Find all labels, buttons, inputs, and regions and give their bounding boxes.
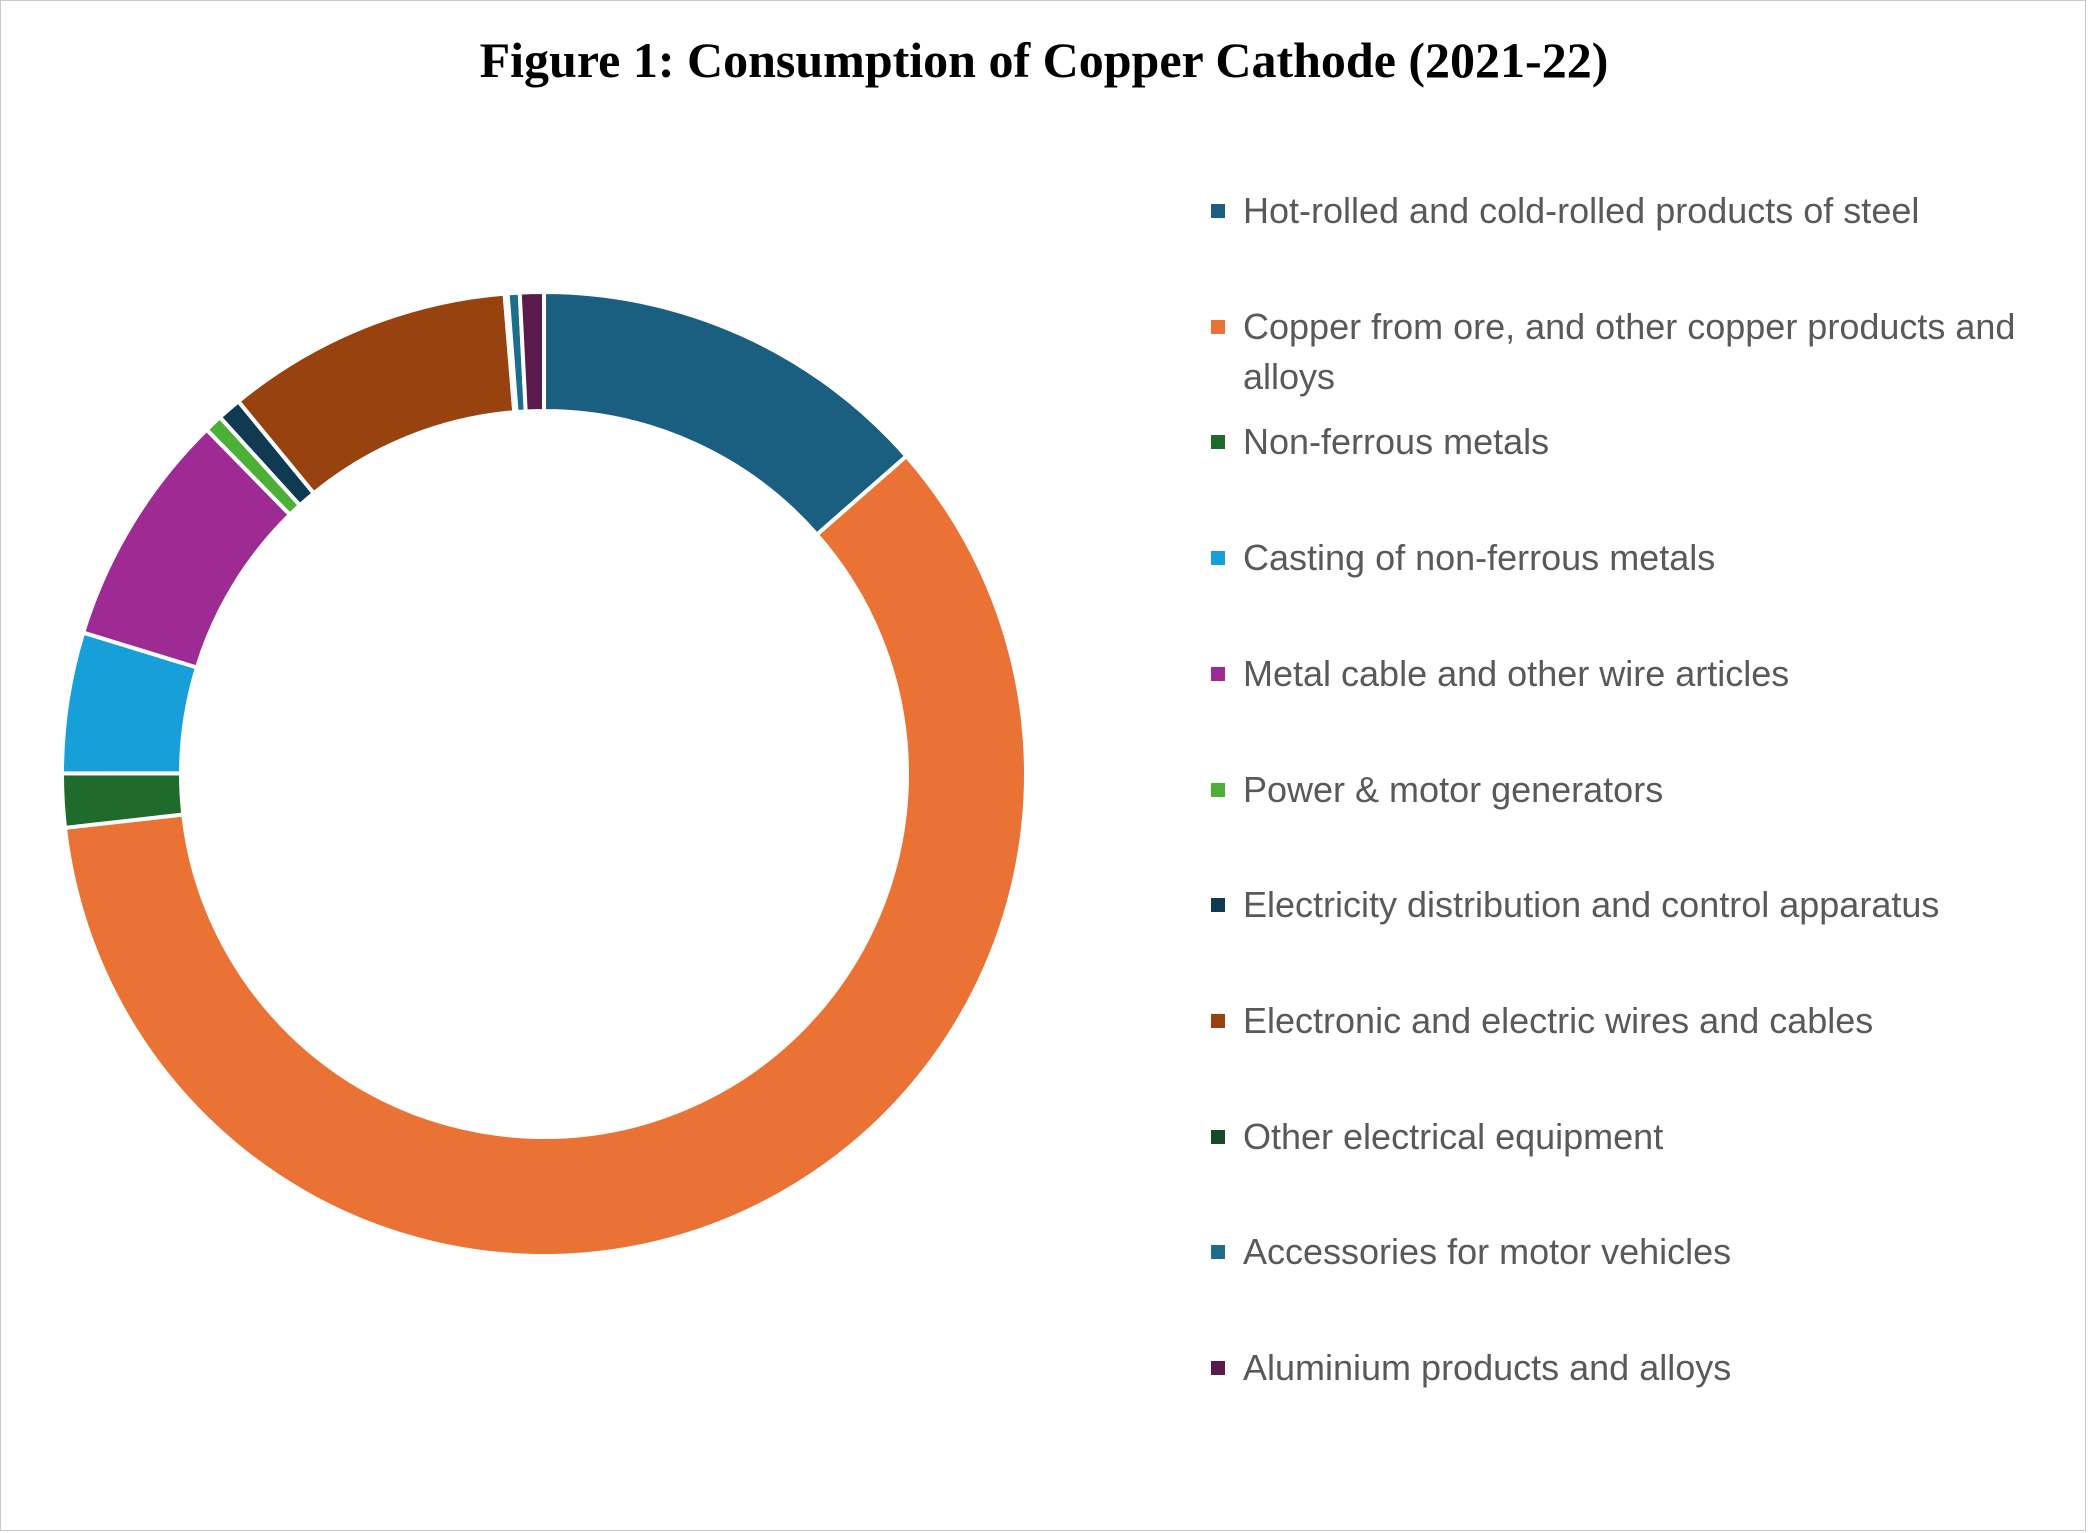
chart-title: Figure 1: Consumption of Copper Cathode … <box>479 32 1609 88</box>
legend-item-electronic-and-electric-wires-and-cables: Electronic and electric wires and cables <box>1211 996 2071 1046</box>
legend-item-non-ferrous-metals: Non-ferrous metals <box>1211 417 2071 467</box>
legend-swatch <box>1211 898 1225 913</box>
legend-label: Casting of non-ferrous metals <box>1243 537 1716 579</box>
legend-item-power-and-motor-generators: Power & motor generators <box>1211 765 2071 815</box>
legend-label: Metal cable and other wire articles <box>1243 652 1790 694</box>
legend-swatch <box>1211 1245 1225 1260</box>
legend-label: Power & motor generators <box>1243 768 1664 810</box>
legend-item-casting-of-non-ferrous-metals: Casting of non-ferrous metals <box>1211 533 2071 583</box>
legend-label: Accessories for motor vehicles <box>1243 1231 1732 1273</box>
legend-label: Electronic and electric wires and cables <box>1243 999 1874 1041</box>
legend-swatch <box>1211 551 1225 566</box>
legend-item-hot-rolled-and-cold-rolled-products-of-steel: Hot-rolled and cold-rolled products of s… <box>1211 186 2071 236</box>
legend-label: Copper from ore, and other copper produc… <box>1243 305 2016 397</box>
legend-label: Electricity distribution and control app… <box>1243 884 1940 926</box>
legend-label: Other electrical equipment <box>1243 1115 1664 1157</box>
legend-swatch <box>1211 1129 1225 1144</box>
legend-item-accessories-for-motor-vehicles: Accessories for motor vehicles <box>1211 1227 2071 1277</box>
legend-item-other-electrical-equipment: Other electrical equipment <box>1211 1112 2071 1162</box>
legend-swatch <box>1211 666 1225 681</box>
legend-item-metal-cable-and-other-wire-articles: Metal cable and other wire articles <box>1211 649 2071 699</box>
legend-item-aluminium-products-and-alloys: Aluminium products and alloys <box>1211 1343 2071 1393</box>
donut-slice-copper-from-ore-and-other-copper-products-and-alloys <box>63 454 1028 1258</box>
legend-item-electricity-distribution-and-control-apparatus: Electricity distribution and control app… <box>1211 880 2071 930</box>
legend-label: Non-ferrous metals <box>1243 421 1550 463</box>
legend-label: Aluminium products and alloys <box>1243 1347 1732 1388</box>
legend-swatch <box>1211 204 1225 218</box>
legend-label: Hot-rolled and cold-rolled products of s… <box>1243 190 1920 231</box>
legend-item-copper-from-ore-and-other-copper-products-and-alloys: Copper from ore, and other copper produc… <box>1211 302 2071 402</box>
legend-swatch <box>1211 782 1225 797</box>
donut-chart <box>60 290 1028 1258</box>
legend-swatch <box>1211 319 1225 334</box>
legend-swatch <box>1211 1013 1225 1028</box>
legend-swatch <box>1211 1361 1225 1375</box>
legend-swatch <box>1211 435 1225 450</box>
donut-slice-hot-rolled-and-cold-rolled-products-of-steel <box>542 290 909 537</box>
donut-slice-aluminium-products-and-alloys <box>517 290 546 414</box>
